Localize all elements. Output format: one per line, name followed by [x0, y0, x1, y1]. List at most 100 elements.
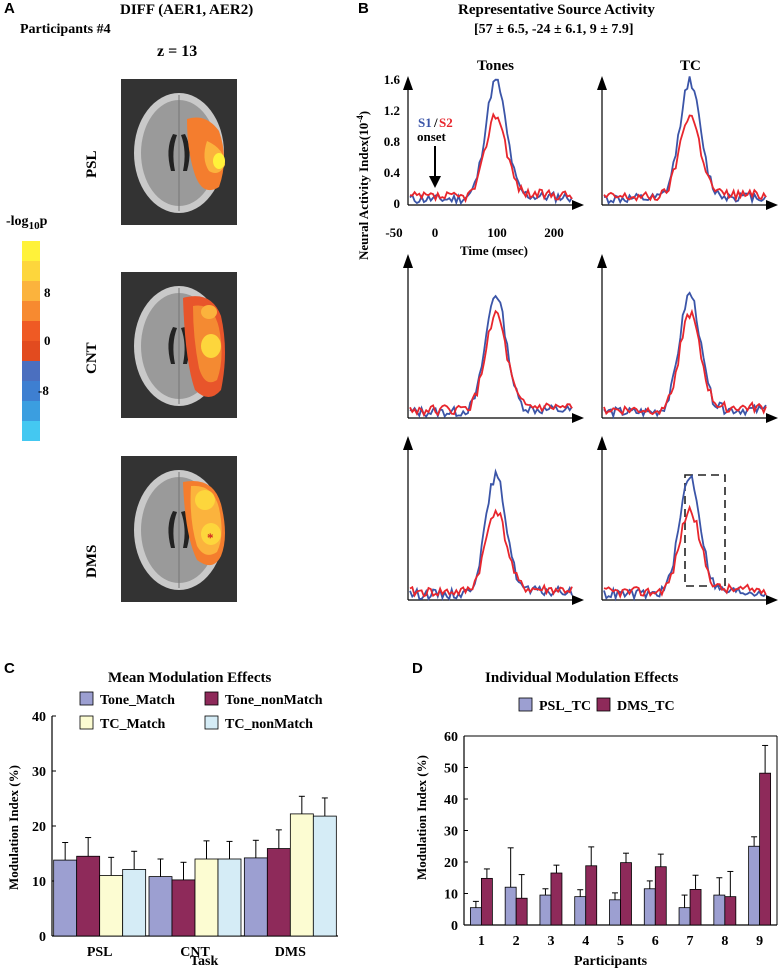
- bar-tc-match: [99, 875, 124, 937]
- bar-psl-tc: [643, 888, 656, 926]
- bar-tc-match: [194, 858, 219, 937]
- colorbar-segment: [22, 401, 40, 421]
- y-tick-label: 60: [444, 730, 458, 745]
- colorbar-tick-8: 8: [44, 285, 51, 300]
- x-tick-label: 100: [487, 225, 507, 240]
- panel-b-coords: [57 ± 6.5, -24 ± 6.1, 9 ± 7.9]: [474, 22, 634, 37]
- trace-s2: [603, 504, 767, 600]
- bar-psl-tc: [609, 899, 621, 926]
- peak-marker-icon: *: [207, 530, 214, 545]
- legend-swatch: [79, 691, 94, 706]
- chart-d-title: Individual Modulation Effects: [485, 670, 679, 686]
- bar-dms-tc: [585, 865, 598, 926]
- y-axis-arrow-icon: [403, 76, 413, 90]
- trace-s2: [409, 508, 573, 598]
- bar-dms-tc: [620, 862, 632, 926]
- row-label-dms: DMS: [84, 544, 100, 578]
- bar-dms-tc: [480, 877, 493, 926]
- x-tick-label: -50: [385, 225, 402, 240]
- bar-dms-tc: [550, 872, 563, 926]
- legend-swatch: [204, 691, 219, 706]
- colorbar-segment: [22, 361, 40, 381]
- chart-c-xlabel: Task: [190, 954, 219, 969]
- x-axis-arrow-icon: [572, 200, 584, 210]
- colorbar-segment: [22, 381, 40, 401]
- legend-label: Tone_nonMatch: [225, 693, 323, 708]
- source-plot: 1.6 1.2 0.8 0.4 0 -50 0 100 200: [384, 72, 584, 240]
- bar-dms-tc: [654, 866, 667, 926]
- bar-dms-tc: [515, 897, 528, 926]
- x-tick-label: CNT: [180, 945, 210, 960]
- legend-s2: S2: [439, 115, 453, 130]
- colorbar-tick-0: 0: [44, 333, 51, 348]
- x-tick-label: 6: [652, 934, 659, 949]
- x-axis-arrow-icon: [572, 413, 584, 423]
- x-tick-label: 0: [432, 225, 439, 240]
- brain-slice-psl: [121, 79, 237, 225]
- highlight-box: [684, 474, 726, 587]
- x-tick-label: 3: [547, 934, 554, 949]
- onset-arrow-head-icon: [429, 176, 441, 188]
- trace-s1: [409, 294, 573, 419]
- y-tick-label: 0: [451, 919, 458, 934]
- colorbar-label: -log10p: [6, 214, 48, 232]
- mean-modulation-chart: Mean Modulation Effects Modulation Index…: [6, 670, 338, 969]
- source-plot: [597, 254, 778, 423]
- bar-tc-nonmatch: [217, 858, 242, 937]
- legend-s1: S1: [418, 115, 432, 130]
- bar-dms-tc: [759, 772, 772, 926]
- bar-psl-tc: [469, 907, 482, 926]
- bar-psl-tc: [539, 894, 552, 926]
- legend-label: TC_nonMatch: [225, 717, 313, 732]
- brain-slice-cnt: [121, 272, 237, 418]
- brain-slice-dms: *: [121, 456, 237, 602]
- x-axis-arrow-icon: [766, 413, 778, 423]
- colorbar-segment: [22, 241, 40, 261]
- y-tick-label: 0.8: [384, 134, 401, 149]
- legend-swatch: [596, 697, 611, 712]
- x-tick-label: 8: [721, 934, 728, 949]
- bar-tone-nonmatch: [171, 879, 196, 937]
- y-axis-arrow-icon: [597, 436, 607, 450]
- x-tick-label: 1: [478, 934, 485, 949]
- x-tick-label: PSL: [87, 945, 113, 960]
- trace-s2: [603, 114, 767, 202]
- row-label-cnt: CNT: [84, 342, 100, 374]
- y-tick-label: 30: [444, 825, 458, 840]
- bar-tone-match: [148, 876, 173, 937]
- panel-b-label: B: [358, 0, 369, 17]
- y-tick-label: 40: [32, 710, 46, 725]
- trace-s2: [409, 309, 573, 418]
- y-tick-label: 20: [444, 856, 458, 871]
- trace-s2: [603, 308, 767, 416]
- bar-psl-tc: [678, 907, 691, 926]
- trace-s1: [603, 291, 767, 420]
- panel-d-label: D: [412, 660, 423, 677]
- colorbar-tick-minus8: -8: [38, 383, 49, 398]
- trace-s1: [603, 76, 767, 205]
- colorbar: [22, 241, 40, 441]
- y-axis-arrow-icon: [403, 436, 413, 450]
- y-tick-label: 10: [32, 875, 46, 890]
- chart-c-ylabel: Modulation Index (%): [6, 765, 21, 890]
- y-tick-label: 50: [444, 762, 458, 777]
- x-tick-label: 9: [756, 934, 763, 949]
- bar-tc-match: [289, 813, 314, 937]
- bar-psl-tc: [748, 845, 761, 926]
- y-tick-label: 0.4: [384, 165, 401, 180]
- y-tick-label: 0: [394, 196, 401, 211]
- y-tick-label: 10: [444, 888, 458, 903]
- bar-psl-tc: [504, 886, 517, 926]
- legend-label: PSL_TC: [539, 699, 591, 714]
- participant-label: Participants #4: [20, 22, 111, 37]
- legend-label: TC_Match: [100, 717, 166, 732]
- legend-swatch: [518, 697, 533, 712]
- bar-tc-nonmatch: [312, 815, 337, 937]
- x-axis-arrow-icon: [572, 595, 584, 605]
- source-activity-plots: Tones TC Neural Activity Index(10-4) Tim…: [355, 58, 778, 605]
- legend-swatch: [204, 715, 219, 730]
- col-title-tones: Tones: [477, 58, 514, 74]
- colorbar-segment: [22, 341, 40, 361]
- x-tick-label: 200: [544, 225, 564, 240]
- y-tick-label: 20: [32, 820, 46, 835]
